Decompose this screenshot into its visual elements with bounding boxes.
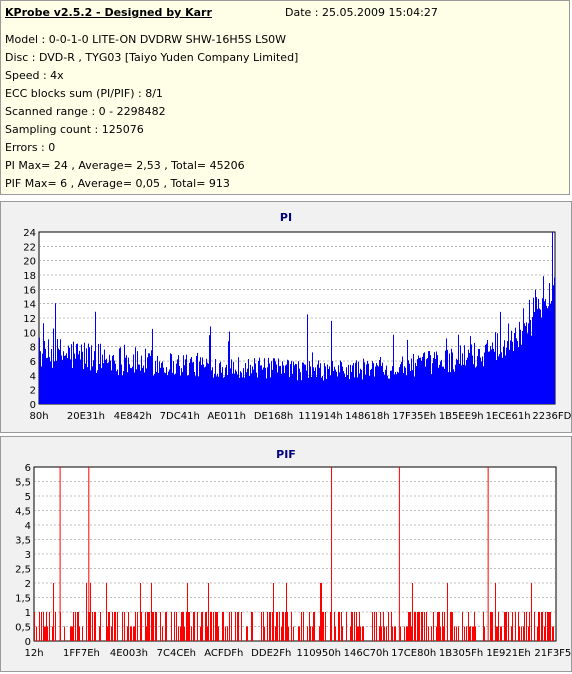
x-tick-label: 1FF7Eh xyxy=(63,648,100,659)
x-tick-label: 21F3F5h xyxy=(534,648,571,659)
y-tick-label: 4 xyxy=(25,521,31,532)
x-tick-label: 7DC41h xyxy=(160,411,200,422)
model-line: Model : 0-0-1-0 LITE-ON DVDRW SHW-16H5S … xyxy=(5,33,287,46)
pif-series xyxy=(34,467,554,641)
y-tick-label: 22 xyxy=(23,242,36,253)
x-tick-label: 2236FDh xyxy=(532,411,571,422)
app-title: KProbe v2.5.2 - Designed by Karr xyxy=(5,6,212,19)
x-tick-label: 111914h xyxy=(298,411,343,422)
y-tick-label: 3,5 xyxy=(15,536,31,547)
x-tick-label: 110950h xyxy=(296,648,341,659)
pif-stats-line: PIF Max= 6 , Average= 0,05 , Total= 913 xyxy=(5,177,230,190)
x-tick-label: 1B305Fh xyxy=(439,648,483,659)
y-tick-label: 3 xyxy=(25,550,31,561)
y-tick-label: 24 xyxy=(23,228,36,239)
x-tick-label: 4E842h xyxy=(114,411,152,422)
speed-line: Speed : 4x xyxy=(5,69,64,82)
pif-chart: PIF 0 0,5 1 1,5 2 2,5 3 3,5 4 4,5 5 5,5 6 12h 1FF7Eh 4E… xyxy=(15,448,572,659)
pi-series xyxy=(39,232,555,404)
errors-line: Errors : 0 xyxy=(5,141,56,154)
y-tick-label: 0 xyxy=(30,400,36,411)
pif-chart-title: PIF xyxy=(276,448,296,461)
y-tick-label: 10 xyxy=(23,328,36,339)
y-tick-label: 2 xyxy=(30,386,36,397)
pi-chart-panel: PI 0 2 4 6 8 10 12 14 16 18 20 22 24 80h 20E31h 4E842h 7… xyxy=(0,201,572,433)
info-panel: KProbe v2.5.2 - Designed by Karr Date : … xyxy=(0,0,570,195)
y-tick-label: 5 xyxy=(25,492,31,503)
x-tick-label: DDE2Fh xyxy=(251,648,291,659)
x-tick-label: 80h xyxy=(29,411,48,422)
x-tick-label: 17CE80h xyxy=(391,648,436,659)
y-tick-label: 5,5 xyxy=(15,478,31,489)
y-tick-label: 4 xyxy=(30,371,36,382)
y-tick-label: 1 xyxy=(25,608,31,619)
pi-stats-line: PI Max= 24 , Average= 2,53 , Total= 4520… xyxy=(5,159,245,172)
range-line: Scanned range : 0 - 2298482 xyxy=(5,105,166,118)
scan-date: Date : 25.05.2009 15:04:27 xyxy=(285,6,438,19)
x-tick-label: 12h xyxy=(24,648,43,659)
y-tick-label: 12 xyxy=(23,314,36,325)
pi-chart-title: PI xyxy=(280,211,292,224)
y-tick-label: 8 xyxy=(30,343,36,354)
x-tick-label: 1B5EE9h xyxy=(439,411,484,422)
x-tick-label: 7C4CEh xyxy=(157,648,196,659)
x-tick-label: 17F35Eh xyxy=(392,411,436,422)
disc-line: Disc : DVD-R , TYG03 [Taiyo Yuden Compan… xyxy=(5,51,299,64)
y-tick-label: 4,5 xyxy=(15,507,31,518)
ecc-line: ECC blocks sum (PI/PIF) : 8/1 xyxy=(5,87,163,100)
sampling-line: Sampling count : 125076 xyxy=(5,123,144,136)
x-tick-label: ACFDFh xyxy=(204,648,243,659)
x-tick-label: DE168h xyxy=(254,411,293,422)
y-tick-label: 6 xyxy=(30,357,36,368)
y-tick-label: 0 xyxy=(25,637,31,648)
y-tick-label: 18 xyxy=(23,271,36,282)
x-tick-label: 20E31h xyxy=(67,411,105,422)
y-tick-label: 14 xyxy=(23,300,36,311)
y-tick-label: 1,5 xyxy=(15,594,31,605)
y-tick-label: 16 xyxy=(23,285,36,296)
y-tick-label: 6 xyxy=(25,463,31,474)
x-tick-label: AE011h xyxy=(207,411,246,422)
x-tick-label: 4E003h xyxy=(110,648,148,659)
y-tick-label: 2,5 xyxy=(15,565,31,576)
y-tick-label: 0,5 xyxy=(15,623,31,634)
y-tick-label: 2 xyxy=(25,579,31,590)
x-tick-label: 1E921Eh xyxy=(486,648,530,659)
x-tick-label: 146C70h xyxy=(344,648,389,659)
x-tick-label: 148618h xyxy=(345,411,390,422)
x-tick-label: 1ECE61h xyxy=(486,411,531,422)
pif-chart-panel: PIF 0 0,5 1 1,5 2 2,5 3 3,5 4 4,5 5 5,5 6 12h 1FF7Eh 4E… xyxy=(0,436,572,672)
y-tick-label: 20 xyxy=(23,257,36,268)
